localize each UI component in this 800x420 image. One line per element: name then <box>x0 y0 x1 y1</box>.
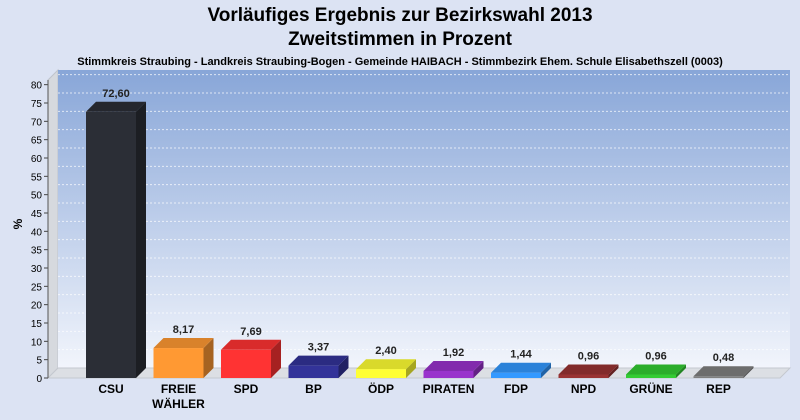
bar-top <box>423 360 484 371</box>
bar-front <box>356 369 406 378</box>
y-tick-label: 10 <box>31 337 43 348</box>
chart-title-line-2: Zweitstimmen in Prozent <box>288 29 512 50</box>
bar-front <box>221 349 271 378</box>
bar <box>356 359 416 378</box>
data-label: 0,48 <box>713 352 734 364</box>
y-tick-label: 40 <box>31 227 43 238</box>
bar-side <box>203 338 214 378</box>
x-tick-label: CSU <box>98 382 123 396</box>
y-tick-label: 25 <box>31 282 43 293</box>
chart-subtitle: Stimmkreis Straubing - Landkreis Straubi… <box>77 56 723 68</box>
bar-top <box>221 339 281 350</box>
bar-side <box>271 339 281 378</box>
plot-back-wall <box>58 70 790 368</box>
x-tick-label: BP <box>305 382 322 396</box>
data-label: 1,92 <box>443 347 464 359</box>
bar <box>221 339 281 378</box>
bar-side <box>136 101 146 379</box>
bar-front <box>558 374 609 378</box>
data-label: 1,44 <box>510 349 532 361</box>
data-label: 7,69 <box>240 326 261 338</box>
y-tick-label: 65 <box>31 136 43 147</box>
bar-front <box>626 374 676 378</box>
bar <box>491 362 551 378</box>
chart-header: Vorläufiges Ergebnis zur Bezirkswahl 201… <box>0 4 800 68</box>
x-tick-label: SPD <box>234 382 259 396</box>
bar-front <box>288 365 339 378</box>
y-tick-label: 55 <box>31 172 43 183</box>
bar-top <box>491 362 551 373</box>
x-tick-label: WÄHLER <box>152 396 205 411</box>
x-tick-label: GRÜNE <box>629 381 672 396</box>
bar-front <box>491 372 541 378</box>
data-label: 0,96 <box>578 350 599 362</box>
bar-side <box>608 364 619 378</box>
bar-top <box>356 359 416 370</box>
y-tick-label: 35 <box>31 246 43 257</box>
bar <box>693 366 754 378</box>
x-tick-label: ÖDP <box>368 381 394 396</box>
bar-side <box>676 364 686 378</box>
bar-side <box>743 366 754 378</box>
y-tick-label: 20 <box>31 301 43 312</box>
plot-side-wall <box>47 68 59 380</box>
data-label: 3,37 <box>308 342 329 354</box>
x-tick-label: FDP <box>504 382 528 396</box>
y-tick-label: 70 <box>31 117 43 128</box>
bar-top <box>153 338 214 349</box>
bar <box>626 364 686 378</box>
data-label: 2,40 <box>375 345 396 357</box>
y-tick-label: 30 <box>31 264 43 275</box>
bar-top <box>558 364 619 375</box>
x-tick-label: PIRATEN <box>423 382 475 396</box>
bar-front <box>423 370 474 378</box>
x-tick-label: FREIE <box>161 382 196 396</box>
bar-top <box>86 101 146 112</box>
bar <box>288 355 349 378</box>
bar <box>86 101 146 379</box>
data-label: 8,17 <box>173 324 194 336</box>
bar-side <box>406 359 416 378</box>
y-tick-label: 15 <box>31 319 43 330</box>
bar-side <box>541 362 551 378</box>
bar-front <box>153 348 204 378</box>
data-label: 0,96 <box>645 350 666 362</box>
bar <box>423 360 484 378</box>
bar-top <box>693 366 754 377</box>
y-tick-label: 5 <box>36 356 42 367</box>
y-tick-label: 0 <box>36 374 42 385</box>
y-tick-label: 75 <box>31 99 43 110</box>
y-tick-label: 45 <box>31 209 43 220</box>
bar-side <box>338 355 349 378</box>
bar-front <box>693 376 744 378</box>
bar <box>153 338 214 378</box>
bar-front <box>86 111 136 379</box>
chart-title: Vorläufiges Ergebnis zur Bezirkswahl 201… <box>207 5 593 26</box>
y-tick-label: 80 <box>31 81 43 92</box>
bar <box>558 364 619 378</box>
bar-top <box>626 364 686 375</box>
data-label: 72,60 <box>102 88 130 100</box>
y-tick-label: 60 <box>31 154 43 165</box>
y-axis-label: % <box>11 218 25 229</box>
x-tick-label: REP <box>706 382 731 396</box>
bar-side <box>473 360 484 378</box>
y-tick-label: 50 <box>31 191 43 202</box>
x-tick-label: NPD <box>571 382 597 396</box>
bar-top <box>288 355 349 366</box>
